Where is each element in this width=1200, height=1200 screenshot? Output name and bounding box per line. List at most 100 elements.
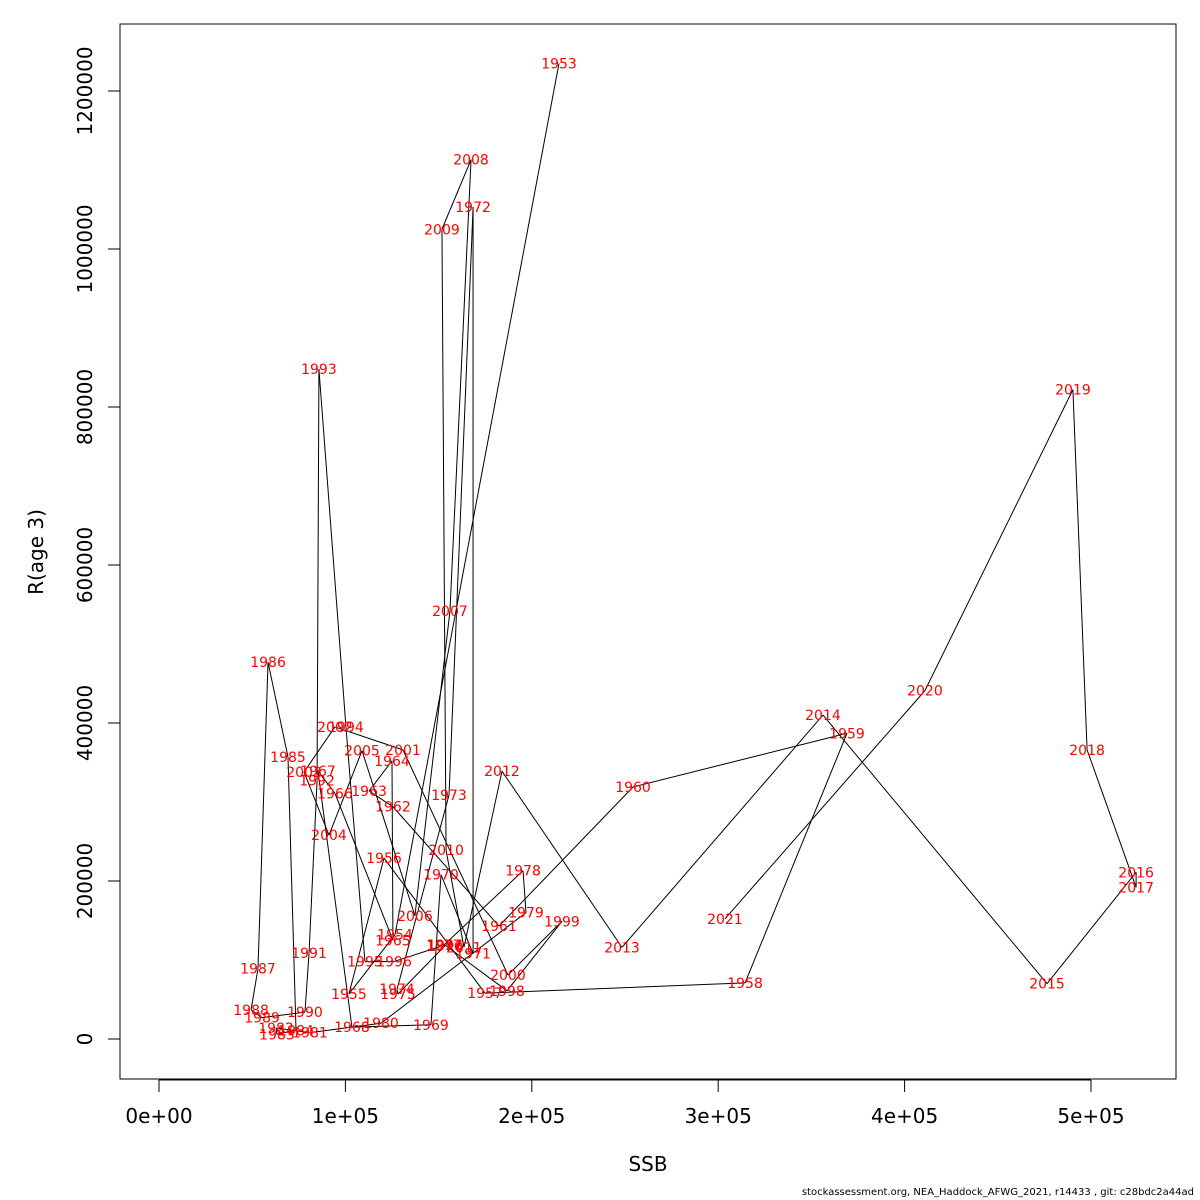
series-segment — [257, 662, 269, 969]
point-label-1992: 1992 — [299, 774, 335, 790]
point-label-2014: 2014 — [805, 708, 841, 724]
point-label-1980: 1980 — [363, 1016, 399, 1032]
point-label-1964: 1964 — [374, 754, 410, 770]
point-label-1985: 1985 — [270, 750, 306, 766]
footer-credit: stockassessment.org, NEA_Haddock_AFWG_20… — [801, 1187, 1194, 1198]
point-label-1953: 1953 — [541, 56, 577, 72]
series-segment — [351, 1024, 431, 1028]
series-segment — [449, 159, 472, 611]
series-segment — [348, 857, 385, 995]
point-label-2009: 2009 — [424, 222, 460, 238]
point-label-1987: 1987 — [240, 962, 276, 978]
x-axis-title: SSB — [628, 1152, 667, 1176]
point-label-1989: 1989 — [244, 1011, 280, 1027]
series-segment — [506, 920, 563, 992]
point-label-2010: 2010 — [428, 843, 464, 859]
point-label-1967: 1967 — [300, 764, 336, 780]
point-label-2002: 2002 — [317, 720, 353, 736]
series-segment — [393, 944, 446, 963]
series-segment — [250, 968, 259, 1010]
point-label-1998: 1998 — [489, 984, 525, 1000]
series-segment — [632, 732, 848, 788]
point-label-1983: 1983 — [259, 1027, 295, 1043]
series-segment — [396, 794, 450, 990]
point-label-2021: 2021 — [707, 912, 743, 928]
x-axis: 0e+00 1e+05 2e+05 3e+05 4e+05 5e+05 — [125, 1079, 1125, 1128]
point-label-1990: 1990 — [287, 1005, 323, 1021]
x-tick-label: 0e+00 — [125, 1104, 192, 1128]
series-segment — [276, 1029, 297, 1035]
series-segment — [262, 1011, 306, 1019]
point-label-2020: 2020 — [907, 684, 943, 700]
point-label-1978: 1978 — [505, 864, 541, 880]
series-segment — [924, 389, 1074, 691]
series-segment — [1046, 871, 1137, 985]
point-label-1961: 1961 — [481, 919, 517, 935]
point-label-1963: 1963 — [351, 784, 387, 800]
series-segment — [396, 989, 399, 995]
point-label-2016: 2016 — [1118, 865, 1154, 881]
series-path-group — [250, 63, 1137, 1035]
point-label-2005: 2005 — [344, 744, 380, 760]
series-segment — [441, 229, 447, 851]
y-tick-label: 1000000 — [73, 204, 97, 293]
series-segment — [316, 369, 320, 781]
series-segment — [267, 662, 289, 758]
point-label-1984: 1984 — [278, 1023, 314, 1039]
point-label-1982: 1982 — [258, 1021, 294, 1037]
point-label-1973: 1973 — [431, 788, 467, 804]
point-label-1968: 1968 — [334, 1020, 370, 1036]
series-segment — [724, 690, 926, 920]
series-segment — [250, 1009, 263, 1019]
y-tick-label: 200000 — [73, 843, 97, 919]
point-label-1962: 1962 — [375, 800, 411, 816]
series-segment — [368, 790, 394, 808]
y-tick-label: 600000 — [73, 527, 97, 603]
series-segment — [318, 369, 347, 727]
series-segment — [430, 874, 442, 1025]
point-label-1975: 1975 — [380, 987, 416, 1003]
series-segment — [275, 1027, 311, 1034]
y-tick-label: 1200000 — [73, 46, 97, 135]
y-axis: 0 200000 400000 600000 800000 1000000 1200000 — [73, 46, 121, 1045]
point-label-2007: 2007 — [432, 604, 468, 620]
point-label-group: 1953 1954 1955 1956 1957 1958 1959 1960 1961 1962… — [233, 56, 1154, 1043]
point-label-1958: 1958 — [727, 976, 763, 992]
point-label-1993: 1993 — [301, 362, 337, 378]
point-label-1954: 1954 — [377, 928, 413, 944]
point-label-1970: 1970 — [423, 868, 459, 884]
series-segment — [328, 750, 363, 836]
point-label-2017: 2017 — [1118, 880, 1154, 896]
point-label-1996: 1996 — [376, 955, 412, 971]
series-segment — [501, 770, 623, 948]
series-segment — [275, 1027, 278, 1035]
series-segment — [303, 771, 330, 836]
series-segment — [444, 944, 508, 992]
x-tick-label: 4e+05 — [871, 1104, 938, 1128]
series-segment — [498, 786, 634, 927]
point-label-1988: 1988 — [233, 1003, 269, 1019]
point-label-1999: 1999 — [544, 914, 580, 930]
point-label-1955: 1955 — [331, 987, 367, 1003]
series-segment — [1086, 749, 1137, 888]
x-tick-label: 2e+05 — [498, 1104, 565, 1128]
point-label-2012: 2012 — [484, 764, 520, 780]
series-segment — [317, 771, 353, 1028]
point-label-1976: 1976 — [427, 939, 463, 955]
point-label-1974: 1974 — [379, 982, 415, 998]
y-axis-title: R(age 3) — [24, 509, 48, 595]
point-label-2019: 2019 — [1055, 383, 1091, 399]
series-segment — [361, 750, 416, 916]
series-segment — [397, 945, 446, 995]
y-tick-label: 800000 — [73, 369, 97, 445]
series-segment — [484, 982, 746, 994]
series-segment — [507, 920, 563, 976]
series-segment — [392, 806, 500, 927]
plot-frame — [119, 23, 1177, 1080]
series-segment — [287, 756, 297, 1031]
point-label-1997: 1997 — [427, 938, 463, 954]
point-label-1991: 1991 — [291, 946, 327, 962]
series-segment — [463, 771, 503, 948]
point-label-1971: 1971 — [455, 947, 491, 963]
series-segment — [303, 726, 336, 773]
